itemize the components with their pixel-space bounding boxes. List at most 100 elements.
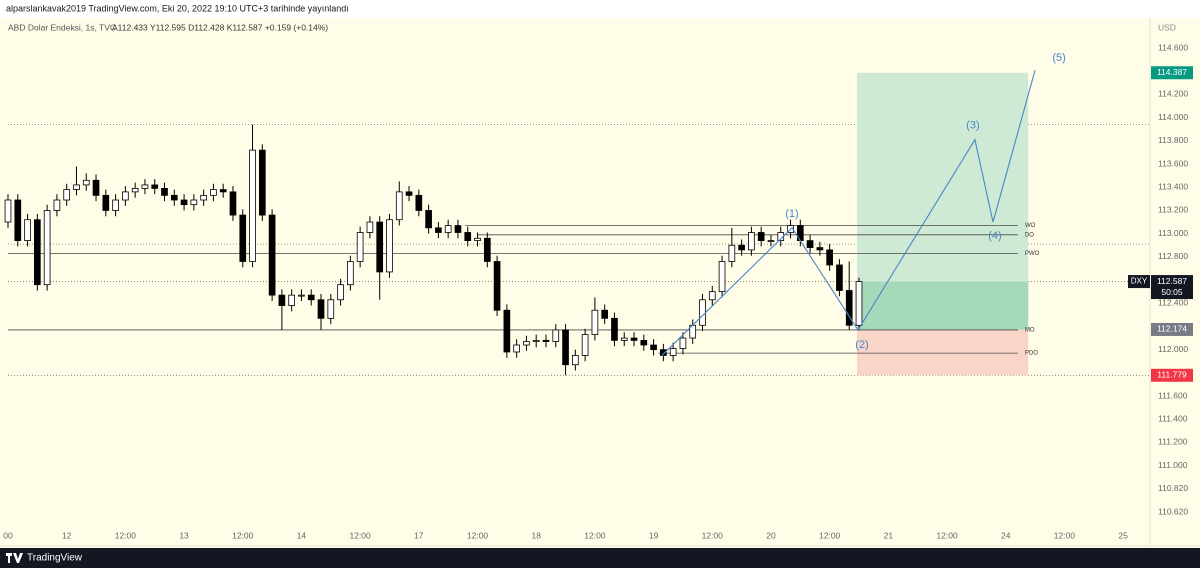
candle-body	[219, 189, 227, 193]
publish-info: alparslankavak2019 TradingView.com, Eki …	[6, 3, 349, 13]
candle-body	[435, 227, 442, 233]
candle-body	[542, 339, 550, 342]
brand-logo	[6, 553, 23, 563]
target-tag: 114.387	[1157, 67, 1187, 77]
y-tick-label: 111.600	[1158, 390, 1188, 400]
countdown: 50:05	[1161, 287, 1183, 297]
wave-label: (5)	[1052, 52, 1065, 64]
y-tick-label: 111.000	[1158, 460, 1188, 470]
candle-body	[493, 261, 501, 311]
candle-body	[151, 184, 159, 189]
y-tick-label: 113.600	[1158, 158, 1188, 168]
candle-body	[630, 337, 638, 341]
candle-body	[24, 219, 31, 242]
candle-body	[845, 290, 853, 326]
candle-body	[288, 294, 296, 306]
symbol-tag-bg	[1128, 275, 1150, 289]
price-tag-bg	[1151, 275, 1193, 300]
candle-body	[806, 240, 814, 248]
candle-body	[376, 221, 384, 273]
candle-body	[14, 199, 22, 242]
candle-body	[131, 188, 139, 193]
candle-body	[200, 194, 207, 201]
level-label: PDO	[1025, 351, 1038, 357]
candle-body	[278, 294, 286, 306]
x-tick-label: 00	[3, 530, 13, 540]
entry-tag: 112.174	[1157, 324, 1187, 334]
candle-body	[660, 349, 667, 356]
candle-body	[112, 199, 119, 211]
brand: TradingView	[27, 553, 83, 564]
y-tick-label: 114.200	[1158, 89, 1188, 99]
candle-body	[826, 249, 833, 266]
candle-body	[347, 261, 354, 286]
candle-body	[728, 244, 736, 262]
candle-body	[366, 221, 374, 233]
candle-body	[239, 214, 247, 262]
x-tick-label: 19	[649, 530, 659, 540]
top-bar	[0, 0, 1200, 18]
open-profit-zone	[857, 281, 1029, 330]
level-label: WO	[1025, 223, 1036, 229]
candle-body	[816, 247, 824, 251]
x-tick-label: 12:00	[115, 530, 137, 540]
x-tick-label: 14	[297, 530, 307, 540]
candle-body	[552, 329, 560, 342]
x-tick-label: 20	[766, 530, 776, 540]
wave-path	[661, 69, 1036, 356]
candle-body	[386, 219, 393, 273]
candle-body	[640, 339, 648, 346]
candle-body	[161, 188, 168, 196]
candle-body	[229, 191, 237, 216]
candle-body	[73, 184, 80, 190]
x-tick-label: 21	[884, 530, 894, 540]
candle-body	[836, 264, 843, 291]
candle-body	[464, 232, 472, 242]
level-label: PWO	[1025, 251, 1040, 257]
candle-body	[190, 199, 198, 206]
x-tick-label: 13	[179, 530, 189, 540]
candle-body	[102, 194, 110, 211]
candle-body	[298, 294, 305, 297]
candle-body	[141, 184, 149, 189]
candle-body	[650, 344, 657, 351]
y-tick-label: 111.400	[1158, 414, 1188, 424]
x-tick-label: 12:00	[702, 530, 724, 540]
candle-body	[92, 179, 100, 196]
price-tag: 112.587	[1157, 276, 1187, 286]
candle-body	[767, 240, 775, 243]
legend-symbol: ABD Dolar Endeksi, 1s, TVC	[8, 22, 116, 32]
candle-body	[405, 191, 413, 196]
wave-label: (1)	[785, 208, 798, 220]
symbol-tag: DXY	[1131, 277, 1148, 286]
candle-body	[317, 299, 325, 319]
x-tick-label: 12:00	[936, 530, 958, 540]
candle-body	[738, 244, 745, 251]
wave-label: (4)	[988, 230, 1001, 242]
x-tick-label: 24	[1001, 530, 1011, 540]
candle-body	[669, 348, 677, 356]
candle-body	[337, 284, 344, 301]
x-tick-label: 12:00	[819, 530, 841, 540]
candle-body	[34, 219, 41, 286]
candle-body	[63, 189, 71, 201]
candle-body	[601, 309, 609, 319]
candle-body	[4, 199, 12, 223]
candle-body	[82, 179, 90, 186]
stop-zone	[857, 329, 1029, 376]
y-tick-label: 110.620	[1158, 506, 1188, 516]
y-tick-label: 113.000	[1158, 228, 1188, 238]
y-tick-label: 114.000	[1158, 112, 1188, 122]
level-label: MO	[1025, 328, 1035, 334]
x-tick-label: 12:00	[232, 530, 254, 540]
x-tick-label: 12	[62, 530, 72, 540]
candle-body	[591, 309, 599, 335]
candle-body	[425, 210, 432, 229]
y-tick-label: 112.000	[1158, 344, 1188, 354]
level-label: DO	[1025, 232, 1034, 238]
y-tick-label: 113.800	[1158, 135, 1188, 145]
candle-body	[415, 194, 423, 211]
candle-body	[454, 225, 462, 233]
candle-body	[53, 199, 61, 211]
